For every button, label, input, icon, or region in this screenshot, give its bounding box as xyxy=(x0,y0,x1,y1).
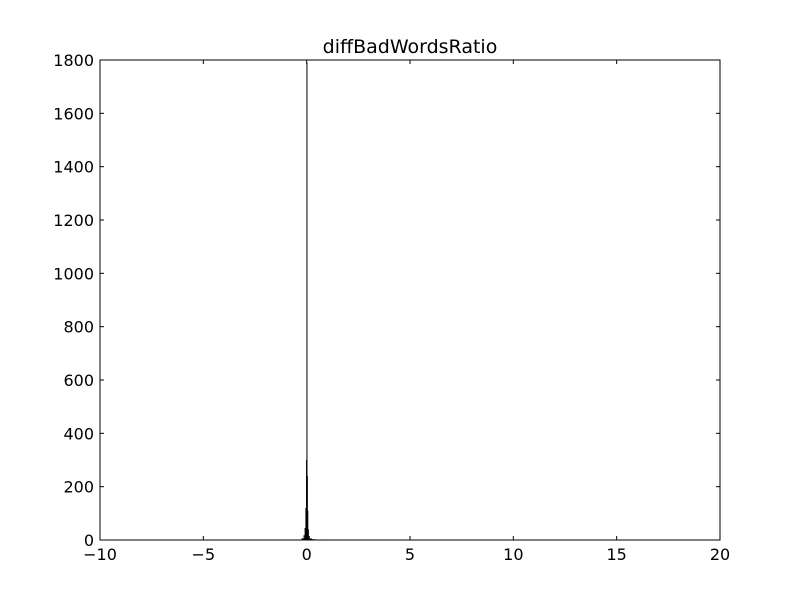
histogram-bar xyxy=(304,528,306,540)
histogram-bar xyxy=(303,535,305,540)
histogram-bar xyxy=(309,538,312,540)
y-axis-ticks: 0 200 400 600 800 1000 1200 1400 1600 1800 xyxy=(53,51,720,550)
x-tick-label: 10 xyxy=(503,545,523,564)
y-tick-label: 400 xyxy=(63,424,94,443)
histogram-bar xyxy=(308,536,310,540)
chart-title: diffBadWordsRatio xyxy=(323,36,498,58)
histogram-bar xyxy=(307,529,309,540)
x-tick-label: 20 xyxy=(710,545,730,564)
histogram-bar xyxy=(301,538,304,540)
y-tick-label: 1400 xyxy=(53,158,94,177)
y-tick-label: 0 xyxy=(84,531,94,550)
y-tick-label: 1800 xyxy=(53,51,94,70)
histogram-bar xyxy=(307,510,309,540)
y-tick-label: 200 xyxy=(63,478,94,497)
x-tick-label: 0 xyxy=(302,545,312,564)
y-tick-label: 1000 xyxy=(53,264,94,283)
x-tick-label: −10 xyxy=(83,545,117,564)
plot-frame xyxy=(99,59,721,541)
y-tick-label: 600 xyxy=(63,371,94,390)
histogram-bar xyxy=(306,62,308,541)
histogram-bar xyxy=(305,508,307,540)
bars-group xyxy=(299,62,328,541)
x-tick-label: 5 xyxy=(405,545,415,564)
x-axis-ticks: −10 −5 0 5 10 15 20 xyxy=(83,60,730,564)
x-tick-label: 15 xyxy=(606,545,626,564)
y-tick-label: 800 xyxy=(63,318,94,337)
x-tick-label: −5 xyxy=(192,545,216,564)
y-tick-label: 1200 xyxy=(53,211,94,230)
histogram-bar xyxy=(306,476,308,540)
y-tick-label: 1600 xyxy=(53,104,94,123)
